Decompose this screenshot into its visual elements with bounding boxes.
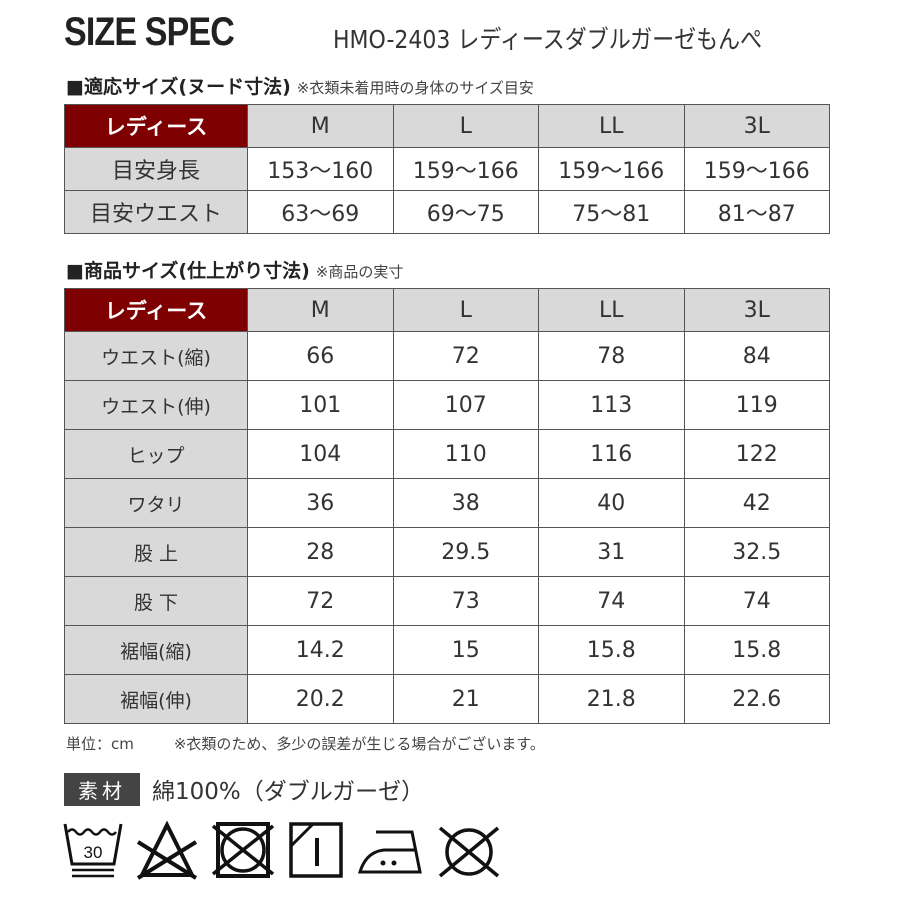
row-label: 目安身長 bbox=[64, 147, 248, 191]
page-title: SIZE SPEC bbox=[64, 10, 235, 54]
table-cell: 31 bbox=[538, 527, 685, 577]
table-cell: 74 bbox=[683, 576, 830, 626]
footnote: 単位：cm ※衣類のため、多少の誤差が生じる場合がございます。 bbox=[66, 733, 545, 754]
product-name: HMO-2403 レディースダブルガーゼもんぺ bbox=[333, 25, 763, 54]
table-cell: 107 bbox=[392, 380, 539, 430]
table-cell: 15.8 bbox=[683, 625, 830, 675]
material: 素材 綿100%（ダブルガーゼ） bbox=[64, 772, 424, 806]
table-cell: 101 bbox=[247, 380, 394, 430]
product-size-table: レディース M L LL 3L ウエスト(縮) 66 72 78 84 ウエスト(伸) 101 107 1… bbox=[64, 288, 830, 724]
column-header: レディース bbox=[64, 104, 248, 148]
table-cell: 38 bbox=[392, 478, 539, 528]
care-icons: 30 bbox=[62, 820, 502, 880]
table-cell: 75〜81 bbox=[538, 190, 685, 234]
table-row: 目安身長 153〜160 159〜166 159〜166 159〜166 bbox=[64, 147, 830, 191]
table-cell: 22.6 bbox=[683, 674, 830, 724]
wash-30-gentle-icon: 30 bbox=[63, 823, 123, 878]
table-cell: 63〜69 bbox=[247, 190, 394, 234]
table-cell: 159〜166 bbox=[538, 147, 685, 191]
table-cell: 66 bbox=[247, 331, 394, 381]
table-cell: 42 bbox=[683, 478, 830, 528]
row-label: ヒップ bbox=[64, 429, 248, 479]
drip-dry-shade-icon bbox=[289, 822, 343, 878]
table-cell: 21.8 bbox=[538, 674, 685, 724]
heading-note: ※衣類未着用時の身体のサイズ目安 bbox=[296, 79, 534, 97]
table-cell: 78 bbox=[538, 331, 685, 381]
no-dry-clean-icon bbox=[438, 826, 500, 878]
table-cell: 73 bbox=[392, 576, 539, 626]
table-header-row: レディース M L LL 3L bbox=[64, 288, 830, 332]
table-cell: 113 bbox=[538, 380, 685, 430]
tolerance-note: ※衣類のため、多少の誤差が生じる場合がございます。 bbox=[173, 735, 545, 753]
column-header: M bbox=[247, 288, 394, 332]
nude-size-table: レディース M L LL 3L 目安身長 153〜160 159〜166 159〜166 159〜… bbox=[64, 104, 830, 234]
table-row: ウエスト(縮) 66 72 78 84 bbox=[64, 331, 830, 381]
table-cell: 40 bbox=[538, 478, 685, 528]
row-label: ウエスト(伸) bbox=[64, 380, 248, 430]
table-cell: 159〜166 bbox=[683, 147, 830, 191]
table-header-row: レディース M L LL 3L bbox=[64, 104, 830, 148]
row-label: 股 下 bbox=[64, 576, 248, 626]
table-cell: 36 bbox=[247, 478, 394, 528]
material-value: 綿100%（ダブルガーゼ） bbox=[152, 779, 425, 805]
table-cell: 28 bbox=[247, 527, 394, 577]
material-label: 素材 bbox=[64, 772, 140, 806]
table-row: ヒップ 104 110 116 122 bbox=[64, 429, 830, 479]
product-size-heading: ■商品サイズ(仕上がり寸法) ※商品の実寸 bbox=[66, 256, 403, 283]
table-cell: 110 bbox=[392, 429, 539, 479]
table-cell: 29.5 bbox=[392, 527, 539, 577]
table-cell: 159〜166 bbox=[392, 147, 539, 191]
heading-note: ※商品の実寸 bbox=[315, 263, 404, 281]
table-cell: 153〜160 bbox=[247, 147, 394, 191]
no-bleach-icon bbox=[136, 820, 198, 880]
table-cell: 20.2 bbox=[247, 674, 394, 724]
no-tumble-dry-icon bbox=[211, 822, 275, 878]
column-header: 3L bbox=[683, 288, 830, 332]
row-label: 股 上 bbox=[64, 527, 248, 577]
column-header: 3L bbox=[683, 104, 830, 148]
column-header: レディース bbox=[64, 288, 248, 332]
table-cell: 32.5 bbox=[683, 527, 830, 577]
heading-text: ■適応サイズ(ヌード寸法) bbox=[66, 76, 291, 98]
row-label: ウエスト(縮) bbox=[64, 331, 248, 381]
table-cell: 21 bbox=[392, 674, 539, 724]
table-cell: 84 bbox=[683, 331, 830, 381]
column-header: M bbox=[247, 104, 394, 148]
table-cell: 69〜75 bbox=[392, 190, 539, 234]
iron-medium-icon bbox=[357, 830, 422, 874]
table-row: 裾幅(縮) 14.2 15 15.8 15.8 bbox=[64, 625, 830, 675]
column-header: L bbox=[392, 288, 539, 332]
table-cell: 116 bbox=[538, 429, 685, 479]
column-header: L bbox=[392, 104, 539, 148]
svg-text:30: 30 bbox=[84, 843, 103, 862]
nude-size-heading: ■適応サイズ(ヌード寸法) ※衣類未着用時の身体のサイズ目安 bbox=[66, 72, 534, 99]
table-cell: 14.2 bbox=[247, 625, 394, 675]
table-cell: 119 bbox=[683, 380, 830, 430]
row-label: 裾幅(縮) bbox=[64, 625, 248, 675]
table-row: ワタリ 36 38 40 42 bbox=[64, 478, 830, 528]
table-cell: 72 bbox=[247, 576, 394, 626]
table-cell: 81〜87 bbox=[683, 190, 830, 234]
table-row: ウエスト(伸) 101 107 113 119 bbox=[64, 380, 830, 430]
table-cell: 72 bbox=[392, 331, 539, 381]
table-cell: 122 bbox=[683, 429, 830, 479]
table-row: 目安ウエスト 63〜69 69〜75 75〜81 81〜87 bbox=[64, 190, 830, 234]
table-cell: 104 bbox=[247, 429, 394, 479]
unit-label: 単位：cm bbox=[66, 735, 134, 753]
column-header: LL bbox=[538, 104, 685, 148]
table-row: 股 下 72 73 74 74 bbox=[64, 576, 830, 626]
table-row: 股 上 28 29.5 31 32.5 bbox=[64, 527, 830, 577]
table-row: 裾幅(伸) 20.2 21 21.8 22.6 bbox=[64, 674, 830, 724]
row-label: 目安ウエスト bbox=[64, 190, 248, 234]
table-cell: 15 bbox=[392, 625, 539, 675]
table-cell: 15.8 bbox=[538, 625, 685, 675]
column-header: LL bbox=[538, 288, 685, 332]
heading-text: ■商品サイズ(仕上がり寸法) bbox=[66, 260, 310, 282]
row-label: 裾幅(伸) bbox=[64, 674, 248, 724]
row-label: ワタリ bbox=[64, 478, 248, 528]
table-cell: 74 bbox=[538, 576, 685, 626]
